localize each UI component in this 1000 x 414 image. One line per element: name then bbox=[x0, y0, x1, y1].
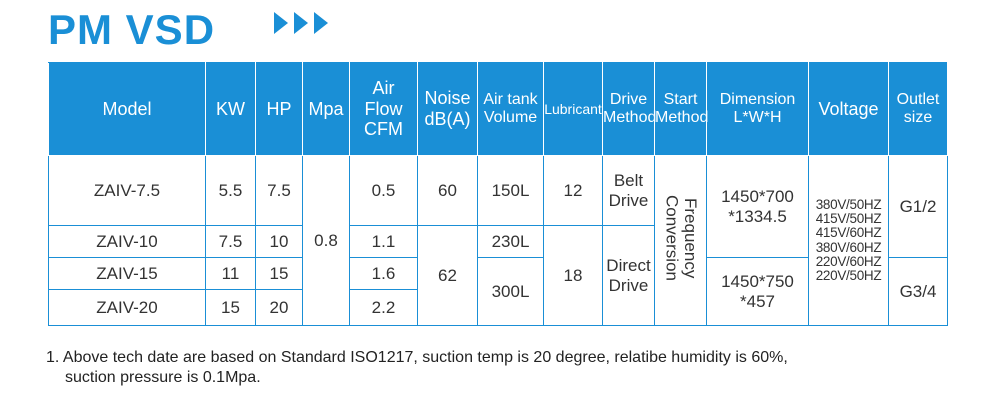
cell-noise: 60 bbox=[417, 155, 478, 226]
cell-hp: 15 bbox=[255, 257, 303, 290]
cell-kw: 5.5 bbox=[205, 155, 256, 226]
arrow-right-icon bbox=[294, 12, 308, 34]
header-kw: KW bbox=[205, 62, 256, 156]
cell-lubricant: 18 bbox=[543, 225, 603, 326]
cell-kw: 11 bbox=[205, 257, 256, 290]
cell-outlet-size: G1/2 bbox=[888, 155, 948, 258]
header-mpa: Mpa bbox=[302, 62, 350, 156]
header-model: Model bbox=[48, 62, 206, 156]
cell-air-tank: 150L bbox=[477, 155, 544, 226]
cell-air-tank: 300L bbox=[477, 257, 544, 326]
cell-mpa: 0.8 bbox=[302, 155, 350, 326]
cell-dimension: 1450*750 *457 bbox=[706, 257, 809, 326]
header-hp: HP bbox=[255, 62, 303, 156]
cell-air-flow: 0.5 bbox=[349, 155, 418, 226]
cell-air-flow: 1.1 bbox=[349, 225, 418, 258]
cell-start-method: Frequency Conversion bbox=[654, 155, 707, 326]
header-air-tank: Air tank Volume bbox=[477, 62, 544, 156]
header-dimension: Dimension L*W*H bbox=[706, 62, 809, 156]
footnote-line: 1. Above tech date are based on Standard… bbox=[46, 349, 788, 366]
arrow-right-icon bbox=[274, 12, 288, 34]
footnote-line: suction pressure is 0.1Mpa. bbox=[65, 369, 261, 386]
page-title: PM VSD bbox=[48, 6, 216, 53]
cell-model: ZAIV-10 bbox=[48, 225, 206, 258]
cell-voltage: 380V/50HZ 415V/50HZ 415V/60HZ 380V/60HZ … bbox=[808, 155, 889, 326]
arrow-right-icon bbox=[314, 12, 328, 34]
cell-model: ZAIV-20 bbox=[48, 289, 206, 326]
header-noise: Noise dB(A) bbox=[417, 62, 478, 156]
cell-outlet-size: G3/4 bbox=[888, 257, 948, 326]
header-outlet-size: Outlet size bbox=[888, 62, 948, 156]
table-row: ZAIV-7.5 5.5 7.5 0.8 0.5 60 150L 12 Belt… bbox=[48, 155, 948, 326]
table-row: ZAIV-10 7.5 10 1.1 62 230L 18 Direct Dri… bbox=[48, 225, 948, 326]
cell-hp: 20 bbox=[255, 289, 303, 326]
arrows-decoration bbox=[274, 12, 328, 34]
header-voltage: Voltage bbox=[808, 62, 889, 156]
header-row: Model KW HP Mpa Air Flow CFM Noise dB(A)… bbox=[48, 62, 948, 156]
cell-noise: 62 bbox=[417, 225, 478, 326]
header-lubricant: Lubricant bbox=[543, 62, 603, 156]
cell-hp: 10 bbox=[255, 225, 303, 258]
cell-air-flow: 2.2 bbox=[349, 289, 418, 326]
cell-air-tank: 230L bbox=[477, 225, 544, 258]
cell-drive-method: Belt Drive bbox=[602, 155, 655, 226]
cell-model: ZAIV-7.5 bbox=[48, 155, 206, 226]
table-row: ZAIV-20 15 20 2.2 bbox=[48, 289, 948, 326]
cell-model: ZAIV-15 bbox=[48, 257, 206, 290]
header-air-flow: Air Flow CFM bbox=[349, 62, 418, 156]
cell-kw: 15 bbox=[205, 289, 256, 326]
header-start-method: Start Method bbox=[654, 62, 708, 156]
cell-hp: 7.5 bbox=[255, 155, 303, 226]
footnote: 1. Above tech date are based on Standard… bbox=[46, 348, 788, 388]
spec-table: Model KW HP Mpa Air Flow CFM Noise dB(A)… bbox=[48, 62, 948, 326]
cell-drive-method: Direct Drive bbox=[602, 225, 655, 326]
cell-kw: 7.5 bbox=[205, 225, 256, 258]
cell-air-flow: 1.6 bbox=[349, 257, 418, 290]
cell-dimension: 1450*700 *1334.5 bbox=[706, 155, 809, 258]
cell-lubricant: 12 bbox=[543, 155, 603, 226]
header-drive-method: Drive Method bbox=[602, 62, 656, 156]
